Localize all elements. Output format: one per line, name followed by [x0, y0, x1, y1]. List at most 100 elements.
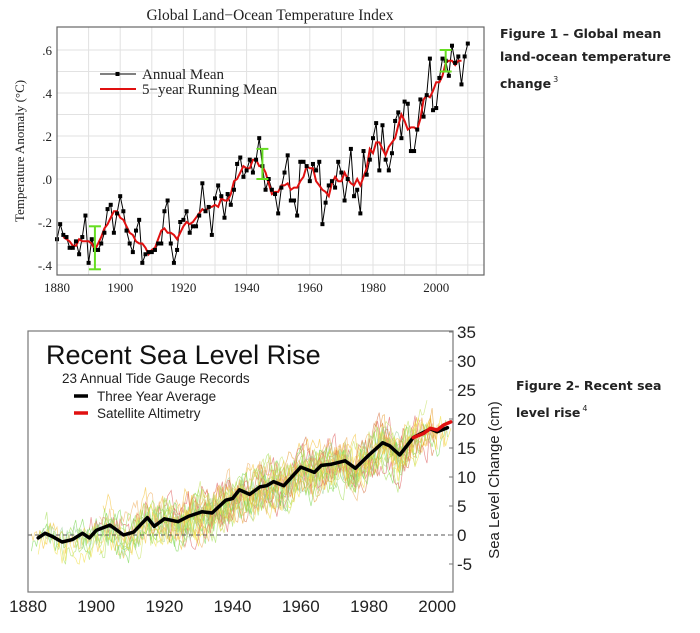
annual-mean-point	[108, 202, 113, 207]
axis-ticks: 1880 1900 1920 1940 1960 1980 2000 35 30 25 20 15 10…	[9, 323, 476, 616]
caption-line: Figure 2- Recent sea	[516, 378, 662, 393]
series-layer	[36, 420, 453, 544]
annual-mean-point	[380, 123, 385, 128]
annual-mean-point	[383, 157, 388, 162]
annual-mean-point	[412, 149, 417, 154]
annual-mean-point	[241, 174, 246, 179]
annual-mean-point	[462, 54, 467, 59]
y-tick-label: 0	[457, 526, 466, 545]
annual-mean-point	[361, 149, 366, 154]
x-tick-label: 2000	[423, 280, 449, 295]
legend: Annual Mean 5−year Running Mean	[100, 67, 278, 98]
annual-mean-point	[437, 75, 442, 80]
annual-mean-point	[465, 41, 470, 46]
annual-mean-point	[266, 177, 271, 181]
annual-mean-point	[99, 241, 104, 246]
x-tick-label: 1980	[360, 280, 386, 295]
annual-mean-point	[130, 250, 135, 255]
annual-mean-point	[459, 82, 464, 87]
annual-mean-point	[434, 106, 439, 111]
y-tick-label: 35	[457, 323, 476, 342]
annual-mean-point	[152, 247, 157, 252]
annual-mean-point	[386, 168, 391, 173]
annual-mean-point	[171, 260, 176, 265]
y-tick-label: 10	[457, 468, 476, 487]
x-tick-label: 1900	[77, 597, 115, 616]
annual-mean-point	[178, 220, 183, 224]
annual-mean-point	[111, 230, 116, 235]
annual-mean-point	[374, 121, 379, 126]
annual-mean-point	[396, 110, 401, 115]
annual-mean-point	[276, 211, 281, 216]
annual-mean-point	[314, 168, 319, 173]
annual-mean-point	[127, 241, 132, 246]
legend: Three Year Average Satellite Altimetry	[74, 389, 216, 421]
annual-mean-point	[70, 245, 75, 250]
annual-mean-point	[285, 153, 290, 158]
annual-mean-point	[115, 211, 120, 216]
x-tick-label: 2000	[418, 597, 456, 616]
annual-mean-point	[146, 250, 151, 255]
annual-mean-point	[307, 179, 312, 184]
annual-mean-point	[228, 202, 233, 207]
annual-mean-point	[159, 241, 164, 246]
x-tick-label: 1920	[145, 597, 183, 616]
annual-mean-point	[323, 200, 328, 205]
annual-mean-point	[162, 209, 167, 214]
annual-mean-point	[355, 187, 360, 192]
annual-mean-point	[134, 228, 138, 233]
annual-mean-point	[102, 230, 107, 235]
annual-mean-point	[364, 172, 369, 177]
annual-mean-point	[244, 168, 249, 173]
annual-mean-point	[279, 185, 284, 190]
annual-mean-point	[336, 159, 341, 164]
y-axis-label: Temperature Anomaly (°C)	[12, 80, 27, 222]
annual-mean-point	[200, 181, 205, 186]
caption-line: Figure 1 – Global mean	[500, 26, 662, 41]
annual-mean-point	[358, 211, 363, 216]
annual-mean-point	[105, 207, 110, 212]
annual-mean-point	[89, 237, 94, 242]
tide-gauge-record-line	[37, 415, 452, 565]
annual-mean-point	[418, 97, 423, 102]
tide-gauge-record-line	[75, 426, 418, 546]
annual-mean-point	[149, 250, 154, 255]
annual-mean-point	[292, 198, 296, 203]
annual-mean-point	[61, 232, 66, 237]
y-tick-label: 15	[457, 439, 476, 458]
annual-mean-point	[326, 183, 331, 188]
annual-mean-point	[121, 209, 126, 214]
chart-title: Recent Sea Level Rise	[46, 340, 321, 370]
annual-mean-point	[225, 192, 230, 197]
y-tick-label: .6	[42, 43, 52, 58]
axis-ticks: 1880 1900 1920 1940 1960 1980 2000 .6 .4 .2 .0 -.2 -…	[38, 43, 449, 295]
annual-mean-point	[96, 247, 101, 252]
annual-mean-point	[235, 161, 240, 166]
annual-mean-point	[206, 204, 211, 209]
annual-mean-point	[238, 155, 243, 160]
figure-2-caption: Figure 2- Recent sea level rise 4	[516, 374, 661, 424]
annual-mean-point	[298, 159, 303, 164]
annual-mean-point	[118, 194, 123, 199]
annual-mean-point	[86, 260, 91, 265]
annual-mean-point	[263, 187, 268, 192]
annual-mean-point	[320, 222, 325, 227]
plot-frame	[27, 330, 454, 593]
annual-mean-point	[317, 159, 322, 164]
y-tick-label: 30	[457, 352, 476, 371]
annual-mean-point	[80, 235, 85, 240]
x-tick-label: 1960	[297, 280, 323, 295]
reference-number: 4	[582, 404, 588, 413]
annual-mean-point	[310, 161, 315, 166]
annual-mean-point	[339, 170, 344, 175]
reference-number: 3	[553, 75, 559, 84]
legend-average-label: Three Year Average	[97, 389, 216, 404]
annual-mean-point	[58, 222, 63, 227]
legend-annual-label: Annual Mean	[142, 67, 225, 83]
annual-mean-point	[269, 187, 274, 192]
annual-mean-point	[216, 183, 221, 188]
y-tick-label: .4	[42, 86, 52, 101]
annual-mean-point	[393, 118, 398, 123]
annual-mean-point	[83, 213, 88, 218]
